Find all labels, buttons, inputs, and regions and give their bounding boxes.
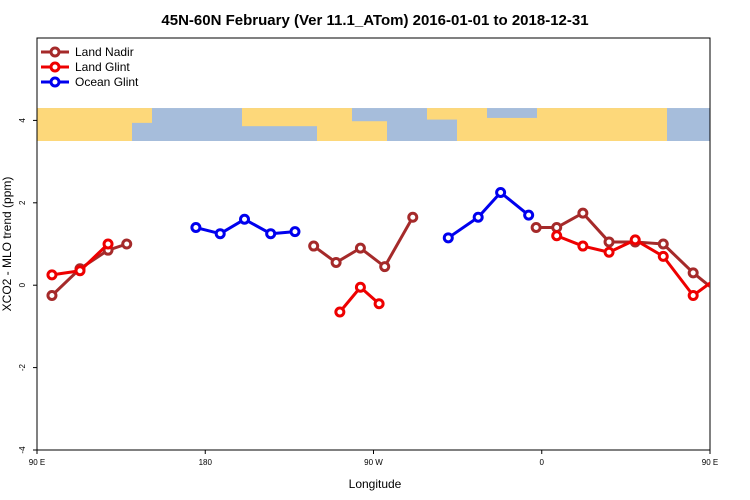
legend-marker-land-glint: [49, 61, 61, 73]
legend-label-land-glint: Land Glint: [75, 60, 130, 74]
land-glint-point: [354, 281, 366, 293]
series-land-glint: [46, 230, 750, 318]
land-glint-point: [577, 240, 589, 252]
land-nadir-point: [657, 238, 669, 250]
x-tick-label-2: 90 W: [364, 458, 383, 467]
map-land-canada: [317, 121, 387, 141]
map-land-kamchatka: [132, 108, 152, 123]
ocean-glint-line-1: [447, 191, 530, 240]
land-nadir-point: [603, 236, 615, 248]
x-tick-label-3: 0: [540, 458, 545, 467]
ocean-glint-point: [495, 187, 507, 198]
chart-title: 45N-60N February (Ver 11.1_ATom) 2016-01…: [161, 12, 588, 29]
x-axis: 90 E 180 90 W 0 90 E: [29, 450, 718, 467]
land-glint-point: [102, 238, 114, 250]
land-nadir-point: [577, 207, 589, 219]
land-glint-point: [334, 306, 346, 318]
land-glint-point: [46, 269, 58, 281]
map-land-asia: [37, 108, 132, 141]
land-nadir-line-2: [536, 211, 710, 289]
legend-marker-land-nadir: [49, 46, 61, 58]
land-nadir-point: [330, 257, 342, 269]
land-nadir-point: [121, 238, 133, 250]
y-tick-label-2: 0: [18, 282, 27, 287]
land-nadir-point: [46, 290, 58, 301]
land-nadir-point: [379, 261, 391, 273]
map-land-eurasia: [457, 117, 667, 141]
land-nadir-point: [687, 267, 699, 279]
map-strip: [37, 108, 710, 141]
legend-label-land-nadir: Land Nadir: [75, 45, 134, 59]
legend-item-land-glint: Land Glint: [41, 60, 130, 74]
ocean-glint-point: [239, 213, 251, 225]
ocean-glint-point: [472, 211, 484, 223]
series-layer: [46, 187, 750, 318]
map-land-scandinavia: [427, 108, 487, 120]
land-nadir-line-0: [50, 242, 128, 297]
y-tick-label-4: 4: [18, 118, 27, 123]
ocean-glint-point: [289, 226, 301, 238]
ocean-glint-point: [523, 209, 535, 221]
map-land-siberia: [537, 108, 667, 120]
land-glint-point: [657, 250, 669, 262]
land-glint-point: [717, 271, 725, 279]
land-glint-point: [603, 246, 615, 258]
land-glint-point: [687, 290, 699, 301]
legend-marker-ocean-glint: [49, 76, 61, 88]
series-ocean-glint: [190, 187, 535, 244]
land-nadir-point: [530, 222, 542, 234]
ocean-glint-point: [214, 228, 226, 240]
y-tick-label-3: 2: [18, 200, 27, 205]
land-nadir-point: [354, 242, 366, 254]
legend-item-land-nadir: Land Nadir: [41, 45, 134, 59]
land-nadir-point: [308, 240, 320, 252]
y-tick-label-1: -2: [18, 363, 27, 371]
land-glint-point: [74, 265, 86, 277]
x-tick-label-0: 90 E: [29, 458, 45, 467]
land-nadir-point: [717, 292, 725, 300]
series-land-nadir: [46, 207, 750, 301]
ocean-glint-point: [265, 228, 277, 240]
land-glint-point: [629, 234, 641, 246]
y-tick-label-0: -4: [18, 446, 27, 454]
legend-label-ocean-glint: Ocean Glint: [75, 75, 139, 89]
ocean-glint-point: [190, 222, 202, 234]
land-glint-point: [743, 267, 750, 275]
x-tick-label-1: 180: [199, 458, 213, 467]
land-nadir-point: [743, 265, 750, 273]
x-tick-label-4: 90 E: [702, 458, 718, 467]
legend-item-ocean-glint: Ocean Glint: [41, 75, 139, 89]
y-axis-label: XCO2 - MLO trend (ppm): [0, 177, 14, 312]
land-nadir-line-1: [312, 216, 415, 269]
y-axis: -4 -2 0 2 4: [18, 118, 37, 454]
x-axis-label: Longitude: [349, 477, 402, 491]
ocean-glint-point: [442, 232, 454, 244]
land-nadir-point: [407, 211, 419, 223]
land-glint-point: [373, 298, 385, 310]
land-glint-point: [551, 230, 563, 242]
